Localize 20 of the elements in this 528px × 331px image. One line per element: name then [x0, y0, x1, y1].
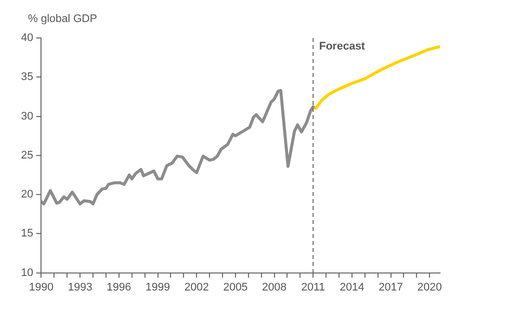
y-axis-title: % global GDP — [28, 13, 98, 25]
y-tick-label: 20 — [20, 188, 34, 201]
x-tick-label: 1993 — [68, 281, 92, 294]
y-tick-label: 30 — [20, 110, 34, 122]
y-tick-label: 10 — [20, 266, 34, 279]
x-tick-label: 2017 — [378, 281, 404, 294]
x-tick-label: 2008 — [262, 281, 287, 294]
y-tick-label: 15 — [20, 228, 34, 240]
x-tick-label: 2005 — [223, 281, 248, 294]
y-tick-label: 35 — [20, 71, 34, 84]
x-tick-label: 2011 — [301, 281, 325, 294]
x-tick-label: 2002 — [184, 281, 209, 294]
y-tick-label: 25 — [20, 149, 34, 162]
x-tick-label: 2020 — [417, 281, 442, 294]
ref-line-label: Forecast — [319, 40, 366, 53]
x-tick-label: 1999 — [146, 281, 170, 294]
x-tick-label: 1996 — [106, 281, 132, 294]
y-tick-label: 40 — [20, 32, 34, 44]
x-tick-label: 2014 — [340, 281, 364, 294]
x-tick-label: 1990 — [28, 281, 54, 294]
